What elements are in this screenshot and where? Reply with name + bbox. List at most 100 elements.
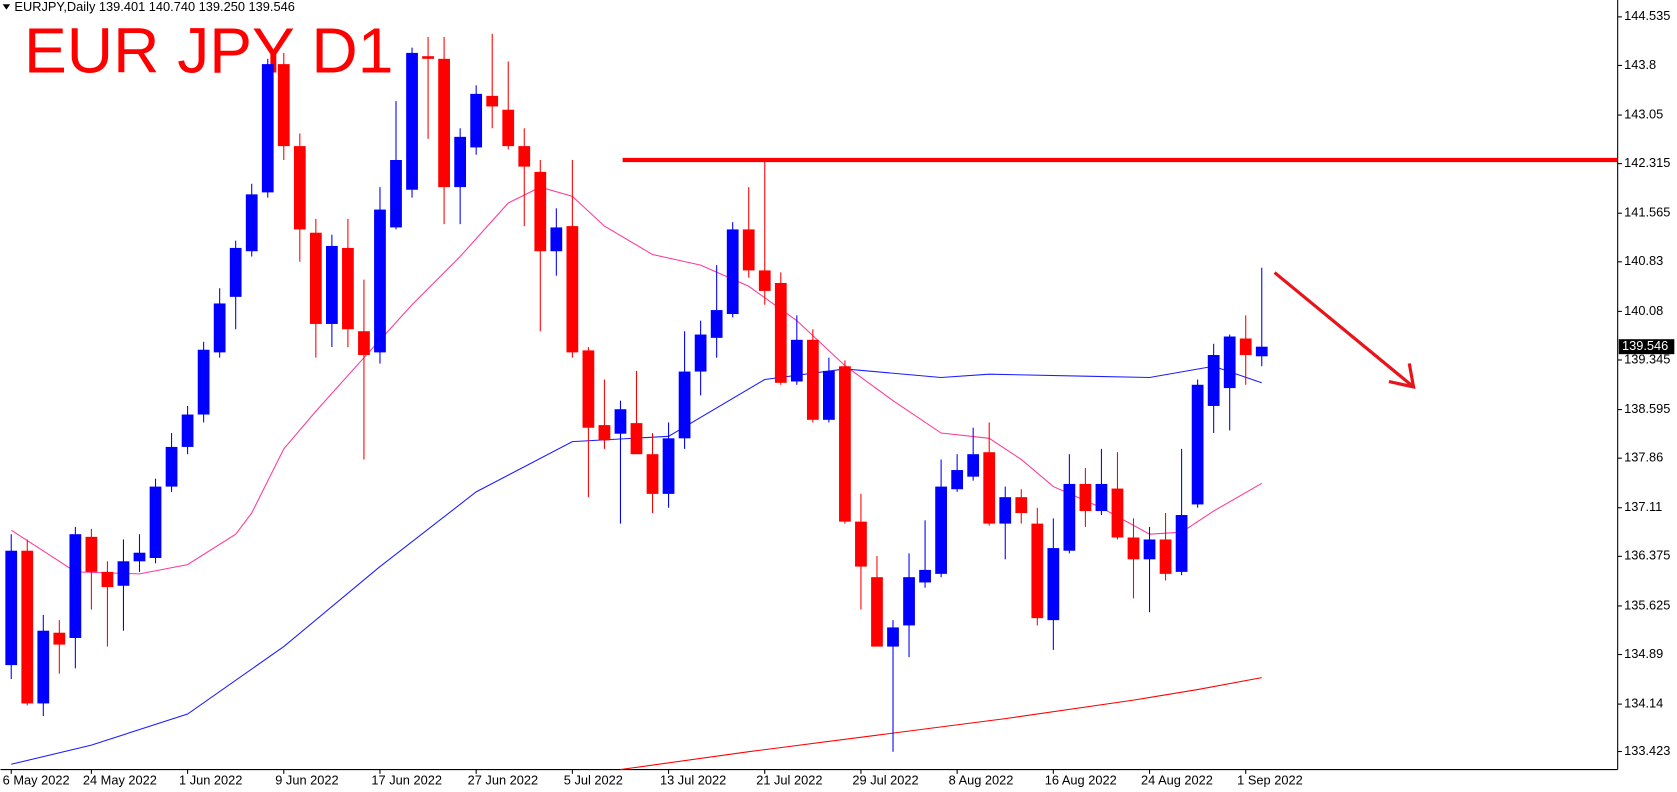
x-tick-label: 1 Jun 2022 xyxy=(179,773,242,788)
candle-body xyxy=(1143,539,1156,560)
candle-body xyxy=(1079,483,1092,512)
y-tick-label: 134.14 xyxy=(1624,695,1663,710)
candle-body xyxy=(454,136,467,188)
candle-body xyxy=(438,58,450,188)
candle-body xyxy=(133,552,146,562)
candle-body xyxy=(342,247,354,330)
chart-title: EUR JPY D1 xyxy=(24,15,393,87)
x-tick-label: 27 Jun 2022 xyxy=(468,773,539,788)
x-tick-label: 24 Aug 2022 xyxy=(1141,773,1213,788)
candle-body xyxy=(1223,336,1236,389)
candle-body xyxy=(887,627,899,647)
candle-body xyxy=(261,64,274,193)
y-tick-label: 144.535 xyxy=(1624,8,1670,23)
y-tick-label: 137.86 xyxy=(1624,450,1663,465)
candle-body xyxy=(213,303,226,353)
candle-body xyxy=(1239,338,1252,356)
y-tick-label: 135.625 xyxy=(1624,597,1670,612)
candle-body xyxy=(470,93,483,148)
candle-body xyxy=(5,550,18,666)
candle-body xyxy=(181,414,194,447)
y-tick-label: 141.565 xyxy=(1624,205,1670,220)
candle-body xyxy=(1031,523,1044,619)
candle-body xyxy=(983,452,996,524)
y-tick-label: 143.8 xyxy=(1624,57,1656,72)
candle-body xyxy=(710,310,723,338)
candle-body xyxy=(229,247,242,297)
moving-average xyxy=(11,365,1262,765)
candle-body xyxy=(21,550,34,704)
candle-body xyxy=(903,577,915,626)
y-tick-label: 133.423 xyxy=(1624,743,1670,758)
candle-body xyxy=(374,209,386,353)
candle-body xyxy=(598,425,611,441)
candle-body xyxy=(967,454,980,477)
candle-body xyxy=(758,270,771,291)
candle-body xyxy=(614,409,627,434)
candle-body xyxy=(390,159,402,228)
candle-body xyxy=(1015,497,1028,514)
candle-body xyxy=(774,282,787,383)
last-price-box xyxy=(1618,339,1675,355)
chart-header: EURJPY,Daily 139.401 140.740 139.250 139… xyxy=(14,0,294,14)
candle-body xyxy=(165,446,178,487)
candle-body xyxy=(1095,483,1108,512)
candle-body xyxy=(534,171,547,252)
arrow xyxy=(1273,271,1416,389)
y-tick-label: 143.05 xyxy=(1624,106,1663,121)
x-tick-label: 17 Jun 2022 xyxy=(371,773,442,788)
candle-body xyxy=(1175,515,1188,572)
x-tick-label: 1 Sep 2022 xyxy=(1237,773,1303,788)
candle-body xyxy=(309,232,322,324)
moving-average xyxy=(620,677,1262,771)
candle-body xyxy=(325,245,338,324)
candle-body xyxy=(1127,537,1140,560)
candle-body xyxy=(919,569,931,583)
candle-body xyxy=(53,632,66,645)
candle-body xyxy=(550,227,563,252)
candle-body xyxy=(1207,355,1220,406)
moving-average xyxy=(10,186,1263,575)
candle-body xyxy=(277,64,290,147)
candle-body xyxy=(69,534,82,638)
candle-body xyxy=(566,226,579,353)
candle-body xyxy=(245,194,258,252)
y-tick-label: 140.08 xyxy=(1624,303,1663,318)
last-price-label: 139.546 xyxy=(1622,338,1668,353)
candle-body xyxy=(1063,483,1076,551)
candle-body xyxy=(999,497,1012,524)
candle-body xyxy=(855,521,867,567)
candle-body xyxy=(358,331,370,356)
x-tick-label: 9 Jun 2022 xyxy=(275,773,338,788)
candle-body xyxy=(871,577,883,647)
x-tick-label: 6 May 2022 xyxy=(3,773,70,788)
candle-body xyxy=(726,229,739,315)
x-tick-label: 8 Aug 2022 xyxy=(949,773,1014,788)
candle-body xyxy=(646,454,659,494)
candle-body xyxy=(149,486,162,558)
x-tick-label: 24 May 2022 xyxy=(83,773,157,788)
y-tick-label: 134.89 xyxy=(1624,646,1663,661)
candle-body xyxy=(582,350,595,428)
x-tick-label: 5 Jul 2022 xyxy=(564,773,623,788)
candle-body xyxy=(630,423,643,455)
candle-body xyxy=(1047,548,1060,621)
x-tick-label: 29 Jul 2022 xyxy=(852,773,918,788)
candle-body xyxy=(293,146,306,230)
candle-body xyxy=(117,561,130,586)
y-tick-label: 139.345 xyxy=(1624,351,1670,366)
arrow-head xyxy=(1388,363,1416,389)
candle-body xyxy=(1191,384,1204,505)
candle-body xyxy=(85,536,98,572)
y-tick-label: 140.83 xyxy=(1624,253,1663,268)
candle-body xyxy=(742,229,755,271)
candle-body xyxy=(694,334,707,372)
y-tick-label: 137.11 xyxy=(1624,499,1662,514)
y-tick-label: 138.595 xyxy=(1624,401,1670,416)
menu-triangle xyxy=(2,4,11,10)
candle-body xyxy=(839,366,851,522)
x-tick-label: 21 Jul 2022 xyxy=(756,773,822,788)
candle-body xyxy=(935,486,947,574)
